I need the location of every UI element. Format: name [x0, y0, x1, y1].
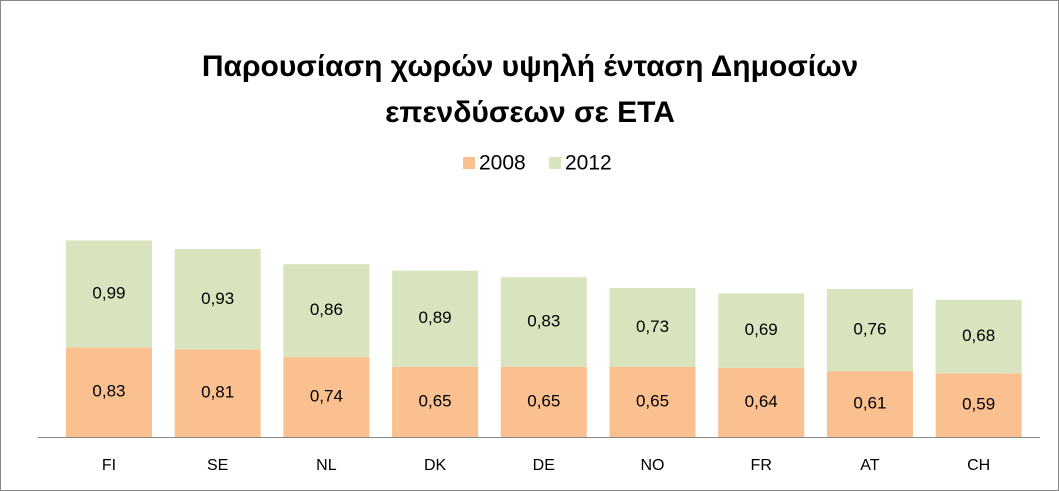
bar-segment [609, 366, 696, 437]
bar-segment [65, 347, 152, 437]
legend-swatch [549, 157, 561, 169]
data-label: 0,64 [745, 392, 778, 411]
bar-segment [500, 277, 587, 367]
x-tick-label: CH [967, 457, 990, 474]
legend-swatch [463, 157, 475, 169]
chart-title: Παρουσίαση χωρών υψηλή ένταση Δημοσίων ε… [201, 50, 859, 129]
legend-label: 2012 [565, 152, 612, 175]
bar-segment [826, 289, 913, 372]
data-label: 0,93 [201, 289, 234, 308]
x-tick-label: DK [424, 457, 447, 474]
bar-segment [174, 249, 261, 350]
data-label: 0,83 [527, 311, 560, 330]
x-tick-label: NL [316, 457, 337, 474]
data-label: 0,76 [853, 320, 886, 339]
data-label: 0,65 [419, 391, 452, 410]
data-label: 0,89 [419, 308, 452, 327]
x-tick-label: DE [533, 457, 555, 474]
x-tick-label: SE [207, 457, 228, 474]
bar-segment [935, 373, 1022, 437]
data-label: 0,86 [310, 300, 343, 319]
data-label: 0,59 [962, 395, 995, 414]
x-tick-label: AT [860, 457, 879, 474]
data-label: 0,61 [853, 394, 886, 413]
bar-segment [65, 240, 152, 348]
data-label: 0,65 [636, 391, 669, 410]
bar-segment [283, 264, 370, 358]
bar-segment [392, 366, 479, 437]
x-tick-label: FR [751, 457, 772, 474]
bar-segment [609, 287, 696, 367]
bar-segment [174, 349, 261, 437]
bar-segment [718, 293, 805, 368]
legend-label: 2008 [479, 152, 526, 175]
data-label: 0,69 [745, 320, 778, 339]
bar-segment [392, 270, 479, 367]
data-label: 0,99 [92, 283, 125, 302]
bar-segment [935, 299, 1022, 374]
data-label: 0,74 [310, 387, 343, 406]
data-label: 0,83 [92, 382, 125, 401]
x-tick-label: FI [102, 457, 116, 474]
bar-segment [283, 357, 370, 437]
data-label: 0,73 [636, 317, 669, 336]
bar-segment [826, 371, 913, 437]
data-label: 0,65 [527, 391, 560, 410]
x-tick-label: NO [641, 457, 665, 474]
data-label: 0,81 [201, 383, 234, 402]
data-label: 0,68 [962, 326, 995, 345]
bar-segment [718, 367, 805, 437]
bar-segment [500, 366, 587, 437]
